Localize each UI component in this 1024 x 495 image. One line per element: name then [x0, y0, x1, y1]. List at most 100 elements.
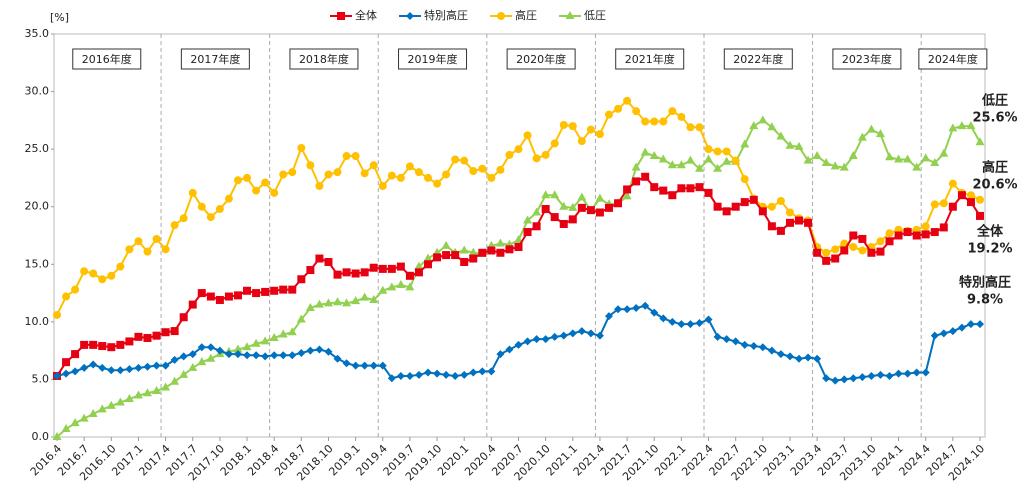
- marker: [451, 155, 460, 164]
- marker: [423, 253, 433, 262]
- y-tick-label: 30.0: [25, 85, 50, 98]
- marker: [306, 346, 315, 355]
- marker: [849, 231, 858, 240]
- marker: [713, 332, 722, 341]
- marker: [523, 337, 532, 346]
- fiscal-box: [615, 48, 685, 70]
- legend-label: 低圧: [584, 9, 606, 22]
- marker: [577, 192, 587, 201]
- marker: [197, 289, 206, 298]
- y-tick-label: 5.0: [32, 372, 50, 385]
- marker: [478, 248, 487, 257]
- series-line: [56, 99, 981, 316]
- marker: [614, 104, 623, 113]
- marker: [260, 336, 270, 345]
- marker: [161, 328, 170, 337]
- marker: [88, 408, 98, 417]
- marker: [269, 332, 279, 341]
- y-tick-label: 0.0: [32, 430, 50, 443]
- marker: [632, 177, 641, 186]
- marker: [804, 218, 813, 227]
- marker: [795, 354, 804, 363]
- marker: [559, 201, 569, 210]
- marker: [523, 131, 532, 140]
- marker: [867, 248, 876, 257]
- marker: [514, 235, 523, 244]
- marker: [188, 362, 198, 371]
- marker: [80, 340, 89, 349]
- marker: [704, 315, 713, 324]
- marker: [378, 181, 387, 190]
- marker: [460, 156, 469, 165]
- marker: [631, 162, 641, 171]
- marker: [649, 151, 659, 160]
- marker: [170, 355, 179, 364]
- marker: [839, 162, 849, 171]
- marker: [342, 152, 351, 161]
- marker: [831, 376, 840, 385]
- marker: [568, 202, 578, 211]
- marker: [894, 154, 904, 163]
- marker: [224, 292, 233, 301]
- marker: [831, 254, 840, 263]
- marker: [641, 117, 650, 126]
- marker: [659, 186, 668, 195]
- marker: [966, 198, 975, 207]
- marker: [469, 368, 478, 377]
- marker: [785, 208, 794, 217]
- fiscal-label: 2024年度: [928, 52, 978, 66]
- marker: [134, 363, 143, 372]
- marker: [459, 245, 469, 254]
- marker: [541, 205, 550, 214]
- marker: [668, 317, 677, 326]
- marker: [98, 342, 107, 351]
- marker: [279, 170, 288, 179]
- marker: [243, 286, 252, 295]
- marker: [188, 350, 197, 359]
- marker: [252, 351, 261, 360]
- marker: [966, 191, 975, 200]
- marker: [532, 335, 541, 344]
- marker: [306, 266, 315, 275]
- marker: [116, 262, 125, 271]
- marker: [215, 295, 224, 304]
- marker: [71, 350, 80, 359]
- marker: [378, 264, 387, 273]
- marker: [405, 162, 414, 171]
- marker: [278, 329, 288, 338]
- marker: [451, 371, 460, 380]
- marker: [586, 125, 595, 134]
- marker: [523, 228, 532, 237]
- marker: [632, 304, 641, 313]
- marker: [659, 314, 668, 323]
- marker: [623, 185, 632, 194]
- marker: [351, 361, 360, 370]
- marker: [813, 248, 822, 257]
- marker: [785, 218, 794, 227]
- marker: [133, 390, 143, 399]
- y-tick-label: 10.0: [25, 315, 50, 328]
- marker: [722, 147, 731, 156]
- marker: [143, 247, 152, 256]
- marker: [396, 262, 405, 271]
- marker: [134, 237, 143, 246]
- marker: [98, 275, 107, 284]
- marker: [270, 286, 279, 295]
- marker: [541, 335, 550, 344]
- marker: [469, 254, 478, 263]
- marker: [677, 184, 686, 193]
- marker: [595, 130, 604, 139]
- marker: [206, 353, 216, 362]
- marker: [297, 143, 306, 152]
- marker: [857, 132, 867, 141]
- marker: [288, 351, 297, 360]
- end-label-value: 25.6%: [972, 111, 1017, 126]
- marker: [848, 151, 858, 160]
- marker: [650, 183, 659, 192]
- y-axis-label: [%]: [50, 11, 69, 24]
- marker: [396, 173, 405, 182]
- end-label-name: 低圧: [981, 93, 1008, 109]
- legend-label: 特別高圧: [424, 8, 468, 22]
- marker: [143, 333, 152, 342]
- marker: [731, 156, 740, 165]
